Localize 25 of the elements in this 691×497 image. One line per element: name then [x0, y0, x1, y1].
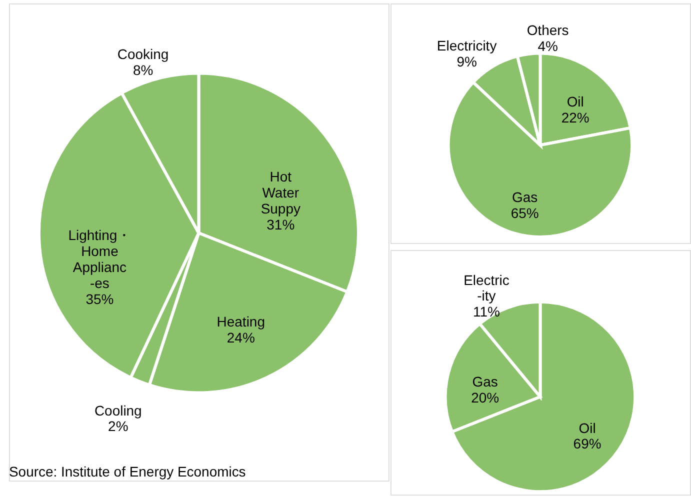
slice-label: Electric -ity [464, 272, 510, 304]
slice-label: Oil [578, 420, 596, 436]
data-label: 4% [538, 38, 558, 54]
slice-label: Others [526, 22, 569, 38]
data-label: 8% [132, 62, 154, 78]
slice-label: Gas [472, 374, 498, 390]
data-label: 22% [561, 110, 590, 126]
data-label: 2% [108, 418, 128, 434]
source-note: Source: Institute of Energy Economics [8, 464, 246, 480]
slice-label: Hot Water Suppy [260, 168, 300, 216]
slice-label: Oil [566, 94, 584, 110]
data-label: 9% [456, 53, 477, 70]
slice-label: Lighting・ Home Applianc -es [68, 227, 132, 292]
slice-label: Cooking [117, 46, 169, 62]
slice-label: Gas [512, 189, 538, 206]
data-label: 11% [473, 304, 500, 320]
data-label: 31% [266, 216, 295, 232]
data-label: 65% [510, 205, 539, 222]
slice-label: Heating [216, 314, 265, 330]
data-label: 35% [86, 291, 114, 308]
slice-label: Electricity [436, 37, 497, 54]
data-label: 69% [573, 436, 602, 452]
data-label: 20% [471, 390, 500, 406]
data-label: 24% [226, 330, 255, 346]
slice-label: Cooling [94, 402, 142, 418]
